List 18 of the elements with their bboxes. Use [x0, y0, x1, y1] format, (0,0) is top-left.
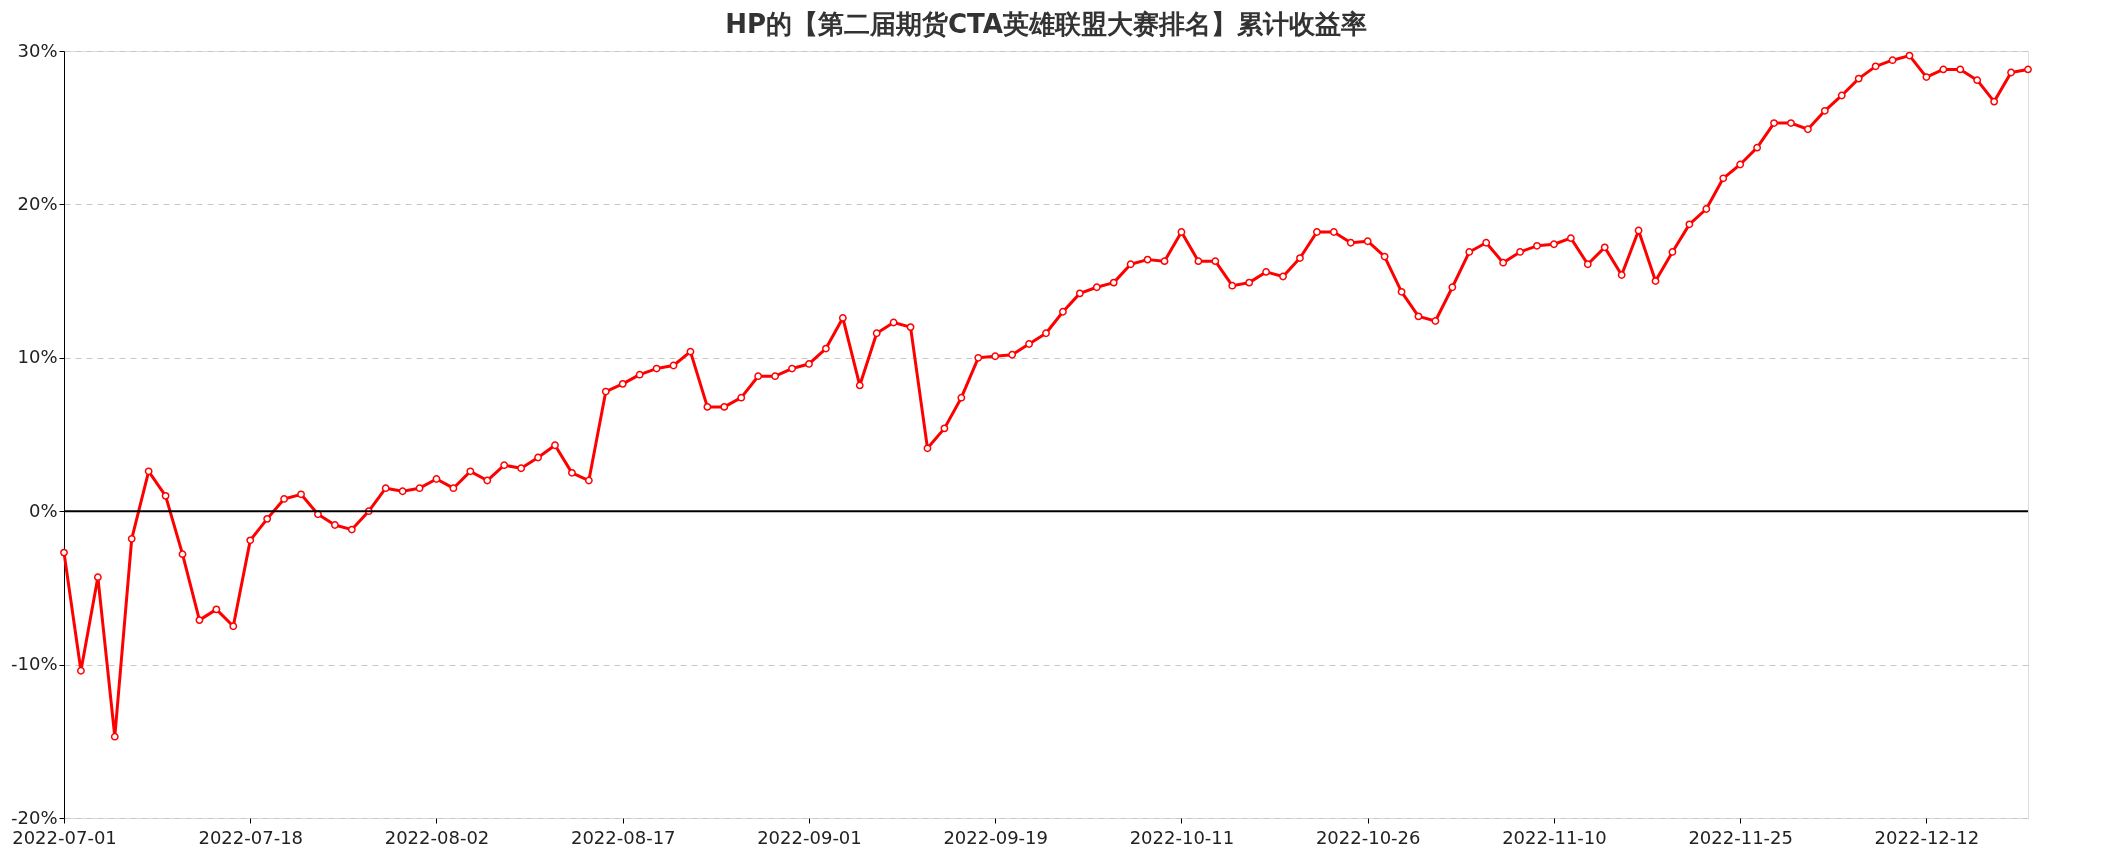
x-tick-label: 2022-09-19 [943, 826, 1049, 848]
x-tick-label: 2022-11-25 [1688, 826, 1793, 848]
x-tick-label: 2022-10-26 [1315, 826, 1421, 848]
x-tick-label: 2022-10-11 [1129, 826, 1235, 848]
y-tick-label: -10% [10, 653, 58, 675]
y-tick-label: 30% [17, 39, 58, 61]
y-tick-label: -20% [10, 806, 58, 828]
x-tick-label: 2022-09-01 [757, 826, 862, 848]
x-tick-label: 2022-11-10 [1502, 826, 1607, 848]
y-tick-label: 20% [17, 192, 58, 214]
x-tick-label: 2022-07-18 [198, 826, 304, 848]
x-tick-label: 2022-12-12 [1874, 826, 1980, 848]
x-tick-label: 2022-07-01 [12, 826, 117, 848]
chart-title: HP的【第二届期货CTA英雄联盟大赛排名】累计收益率 [725, 9, 1367, 39]
x-tick-label: 2022-08-02 [384, 826, 490, 848]
x-tick-label: 2022-08-17 [570, 826, 676, 848]
y-tick-label: 10% [17, 346, 58, 368]
y-tick-label: 0% [28, 499, 58, 521]
